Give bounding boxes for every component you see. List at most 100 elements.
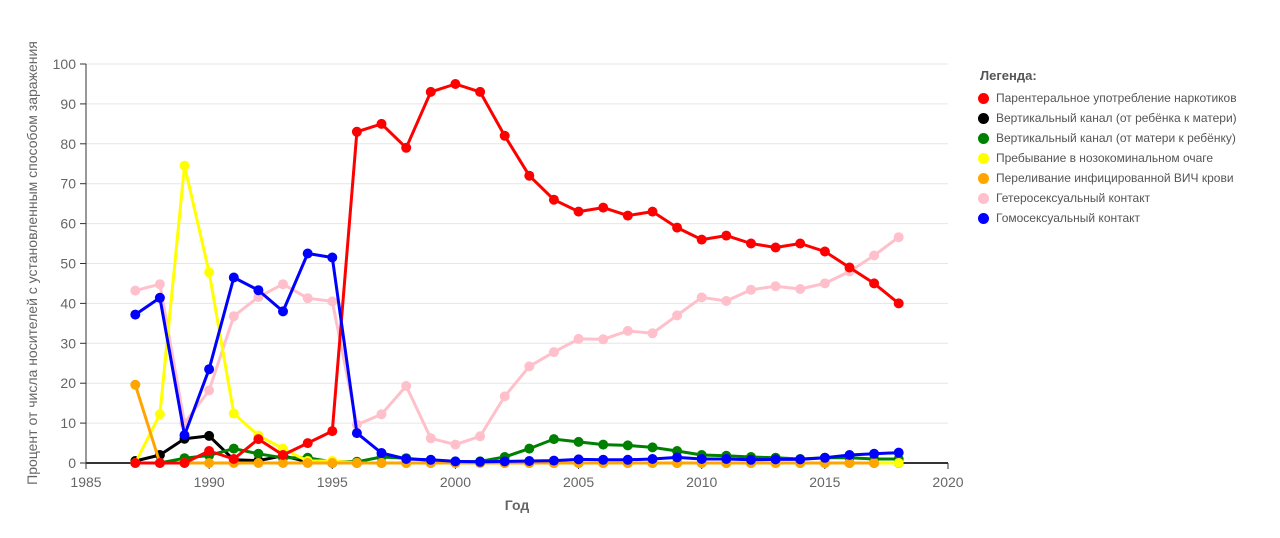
y-tick-label: 40 bbox=[60, 295, 76, 311]
legend-title: Легенда: bbox=[980, 68, 1037, 83]
data-point bbox=[524, 443, 535, 454]
data-point bbox=[450, 79, 461, 89]
y-axis-title: Процент от числа носителей с установленн… bbox=[24, 41, 40, 485]
axes: 0 10 20 30 40 50 60 70 80 90 100 1985 1990 1995 2000 20… bbox=[53, 56, 964, 490]
y-tick-label: 0 bbox=[68, 455, 76, 471]
legend-item: Вертикальный канал (от матери к ребёнку) bbox=[978, 128, 1273, 148]
data-point bbox=[278, 458, 288, 468]
data-point bbox=[401, 381, 412, 391]
data-point bbox=[524, 456, 535, 466]
legend-item: Гетеросексуальный контакт bbox=[978, 188, 1273, 208]
data-point bbox=[278, 279, 288, 290]
data-point bbox=[228, 443, 239, 454]
data-point bbox=[130, 309, 141, 320]
legend-items: Парентеральное употребление наркотиков Ве… bbox=[978, 88, 1273, 228]
data-point bbox=[130, 379, 141, 390]
data-point bbox=[819, 246, 830, 257]
data-point bbox=[376, 458, 387, 468]
legend-dot bbox=[978, 172, 989, 184]
data-point bbox=[746, 454, 756, 465]
data-point bbox=[154, 292, 165, 303]
y-tick-label: 100 bbox=[53, 56, 77, 72]
data-point bbox=[696, 292, 707, 303]
data-point bbox=[228, 408, 239, 419]
data-point bbox=[228, 272, 239, 283]
data-point bbox=[228, 311, 239, 322]
data-point bbox=[622, 325, 633, 336]
data-point bbox=[795, 454, 806, 465]
data-point bbox=[179, 458, 190, 468]
data-point bbox=[647, 454, 658, 464]
y-tick-label: 50 bbox=[60, 256, 76, 272]
data-point bbox=[253, 448, 264, 459]
data-point bbox=[130, 458, 141, 468]
legend-label: Парентеральное употребление наркотиков bbox=[996, 91, 1237, 105]
data-point bbox=[524, 170, 535, 181]
data-point bbox=[548, 455, 559, 466]
series-1 bbox=[130, 232, 904, 450]
data-point bbox=[746, 238, 756, 249]
data-point bbox=[622, 210, 633, 221]
series-layer bbox=[130, 79, 904, 468]
data-point bbox=[302, 293, 313, 304]
data-point bbox=[573, 436, 584, 447]
data-point bbox=[401, 454, 412, 464]
data-point bbox=[524, 361, 535, 372]
data-point bbox=[672, 310, 683, 321]
data-point bbox=[425, 454, 436, 465]
legend: Легенда: Парентеральное употребление нар… bbox=[978, 68, 1273, 228]
data-point bbox=[253, 285, 264, 296]
legend-item: Пребывание в нозокоминальном очаге bbox=[978, 148, 1273, 168]
data-point bbox=[499, 456, 510, 467]
data-point bbox=[548, 347, 559, 358]
data-point bbox=[893, 298, 904, 309]
legend-item: Парентеральное употребление наркотиков bbox=[978, 88, 1273, 108]
data-point bbox=[548, 434, 559, 445]
data-point bbox=[499, 130, 510, 141]
data-point bbox=[154, 409, 165, 420]
series-line bbox=[135, 82, 900, 465]
data-point bbox=[302, 248, 313, 259]
data-point bbox=[154, 458, 165, 468]
data-point bbox=[228, 454, 239, 464]
series-6 bbox=[130, 79, 904, 468]
data-point bbox=[327, 458, 338, 468]
data-point bbox=[425, 86, 436, 97]
data-point bbox=[893, 458, 904, 468]
data-point bbox=[376, 118, 387, 129]
legend-item: Гомосексуальный контакт bbox=[978, 208, 1273, 228]
data-point bbox=[351, 458, 362, 468]
series-7 bbox=[130, 248, 904, 467]
data-point bbox=[204, 385, 215, 396]
data-point bbox=[351, 428, 362, 439]
legend-label: Пребывание в нозокоминальном очаге bbox=[996, 151, 1214, 165]
data-point bbox=[425, 433, 436, 444]
y-tick-label: 90 bbox=[60, 96, 76, 112]
series-4 bbox=[130, 160, 904, 468]
y-tick-label: 70 bbox=[60, 176, 76, 192]
legend-dot bbox=[978, 92, 989, 104]
data-point bbox=[401, 142, 412, 153]
series-line bbox=[134, 235, 900, 447]
data-point bbox=[647, 442, 658, 453]
legend-dot bbox=[978, 152, 989, 164]
data-point bbox=[696, 234, 707, 245]
data-point bbox=[795, 284, 806, 294]
data-point bbox=[573, 454, 584, 465]
data-point bbox=[622, 440, 633, 451]
data-point bbox=[893, 447, 904, 458]
data-point bbox=[450, 439, 461, 450]
data-point bbox=[622, 454, 633, 465]
data-point bbox=[598, 334, 609, 345]
legend-item: Вертикальный канал (от ребёнка к матери) bbox=[978, 108, 1273, 128]
data-point bbox=[672, 452, 683, 463]
data-point bbox=[179, 160, 190, 171]
data-point bbox=[869, 250, 880, 261]
series-line bbox=[134, 252, 899, 464]
y-tick-label: 20 bbox=[60, 375, 76, 391]
y-tick-label: 10 bbox=[60, 415, 76, 431]
legend-dot bbox=[978, 192, 989, 204]
data-point bbox=[672, 222, 683, 233]
